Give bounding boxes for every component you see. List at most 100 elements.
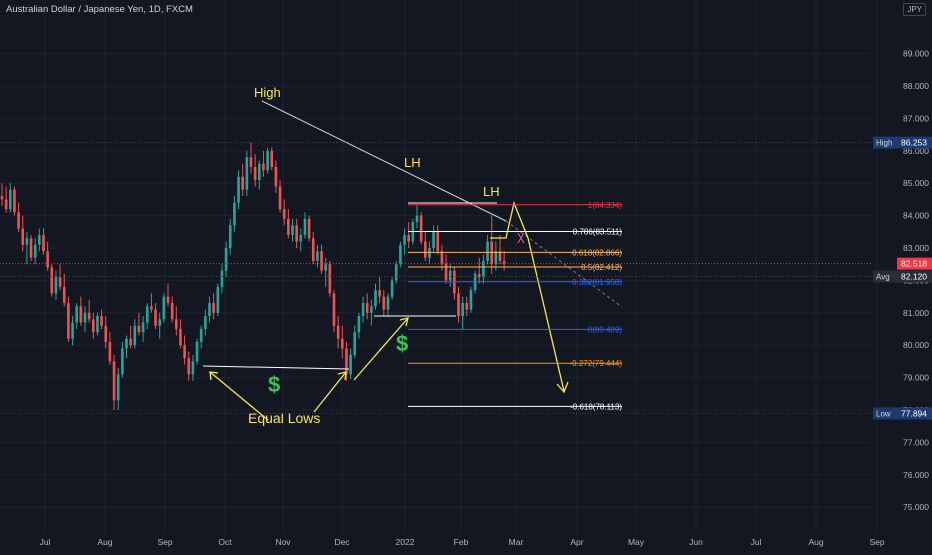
- candle-body: [195, 341, 199, 362]
- candle-body: [13, 189, 16, 213]
- candle-body: [87, 312, 91, 320]
- candle-body: [457, 293, 460, 317]
- candle-body: [137, 325, 141, 333]
- candle-body: [382, 296, 386, 310]
- candle-body: [357, 316, 361, 333]
- candle-body: [482, 260, 485, 278]
- candle-body: [349, 354, 352, 375]
- x-tick-label: Feb: [454, 537, 469, 547]
- candle-body: [365, 303, 369, 313]
- x-tick-label: 2022: [396, 537, 415, 547]
- fib-level-label: -0.272(79.444): [570, 359, 623, 368]
- candle-body: [477, 273, 481, 278]
- candle-body: [58, 277, 62, 287]
- candle-body: [332, 293, 336, 326]
- candle-body: [436, 231, 440, 252]
- candle-body: [278, 186, 282, 210]
- candle-body: [370, 306, 373, 313]
- candle-body: [50, 267, 54, 294]
- candle-body: [133, 325, 137, 346]
- candle-body: [224, 248, 228, 271]
- price-tag-label-box: [873, 270, 897, 283]
- x-tick-label: Sep: [869, 537, 884, 547]
- projection-arrow-head: [556, 381, 569, 394]
- candle-body: [0, 196, 4, 200]
- x-tick-label: Aug: [97, 537, 112, 547]
- y-tick-label: 88.000: [903, 81, 929, 91]
- candle-body: [25, 238, 29, 245]
- candle-body: [378, 290, 381, 297]
- price-tag-box: [897, 270, 932, 283]
- candle-body: [258, 163, 261, 180]
- candle-body: [287, 218, 290, 236]
- symbol-title[interactable]: Australian Dollar / Japanese Yen, 1D, FX…: [6, 4, 193, 15]
- dollar-sign-1: $: [268, 372, 280, 397]
- equal-lows-line[interactable]: [202, 365, 350, 370]
- candle-body: [444, 264, 448, 281]
- candle-body: [100, 316, 103, 326]
- price-tag-value: 86.253: [901, 138, 927, 148]
- candle-body: [465, 303, 469, 310]
- candle-body: [92, 319, 95, 333]
- candle-body: [394, 264, 398, 281]
- projection-path[interactable]: [490, 200, 565, 392]
- y-tick-label: 79.000: [903, 373, 929, 383]
- candle-body: [38, 235, 41, 245]
- price-tag-box: [897, 407, 932, 420]
- y-tick-label: 80.000: [903, 340, 929, 350]
- candle-body: [4, 199, 8, 210]
- candle-body: [432, 231, 435, 248]
- x-tick-label: Jun: [689, 537, 703, 547]
- candle-body: [386, 296, 390, 310]
- arrow-line-up: [353, 317, 409, 381]
- trendline[interactable]: [261, 100, 507, 222]
- candle-body: [498, 251, 502, 261]
- fib-level-label: 0(80.489): [588, 325, 623, 334]
- candle-body: [324, 264, 327, 271]
- candle-body: [96, 316, 99, 333]
- candle-body: [233, 202, 236, 226]
- price-tag-value: 82.120: [901, 272, 927, 282]
- candle-body: [179, 329, 182, 346]
- candle-body: [154, 309, 157, 326]
- candle-body: [71, 322, 74, 339]
- candle-body: [237, 176, 240, 203]
- fib-level-label: 0.382(81.958): [572, 278, 622, 287]
- candle-body: [307, 218, 311, 239]
- candle-body: [129, 338, 132, 346]
- candles: [0, 142, 506, 410]
- candle-body: [17, 212, 20, 229]
- arrow-head-left: [209, 371, 219, 381]
- candle-body: [461, 303, 464, 317]
- price-tag-label: Low: [876, 409, 891, 418]
- y-tick-label: 86.000: [903, 146, 929, 156]
- candle-body: [42, 235, 45, 252]
- dollar-sign-2: $: [396, 331, 408, 356]
- candle-body: [253, 167, 257, 180]
- candle-body: [62, 286, 66, 304]
- arrow-head-up: [399, 317, 409, 327]
- candle-body: [116, 374, 120, 401]
- candle-body: [67, 303, 70, 339]
- price-tag-label: High: [876, 139, 892, 148]
- arrow-head-right: [337, 371, 347, 381]
- candle-body: [170, 303, 174, 320]
- candle-body: [303, 218, 307, 236]
- candle-body: [245, 157, 249, 190]
- candle-body: [502, 260, 506, 265]
- equal-lows-label: Equal Lows: [248, 410, 320, 426]
- candle-body: [469, 290, 473, 310]
- candle-body: [328, 264, 332, 294]
- high-label: High: [254, 85, 281, 100]
- x-tick-label: May: [628, 537, 645, 547]
- candle-body: [316, 251, 319, 261]
- currency-badge[interactable]: JPY: [903, 3, 926, 16]
- candle-body: [407, 235, 410, 242]
- candle-body: [108, 341, 112, 362]
- drawings: [202, 100, 623, 421]
- price-tag-value: 82.518: [901, 259, 927, 269]
- annotations: High LH LH Equal Lows $ $: [248, 85, 500, 426]
- x-tick-label: Oct: [218, 537, 232, 547]
